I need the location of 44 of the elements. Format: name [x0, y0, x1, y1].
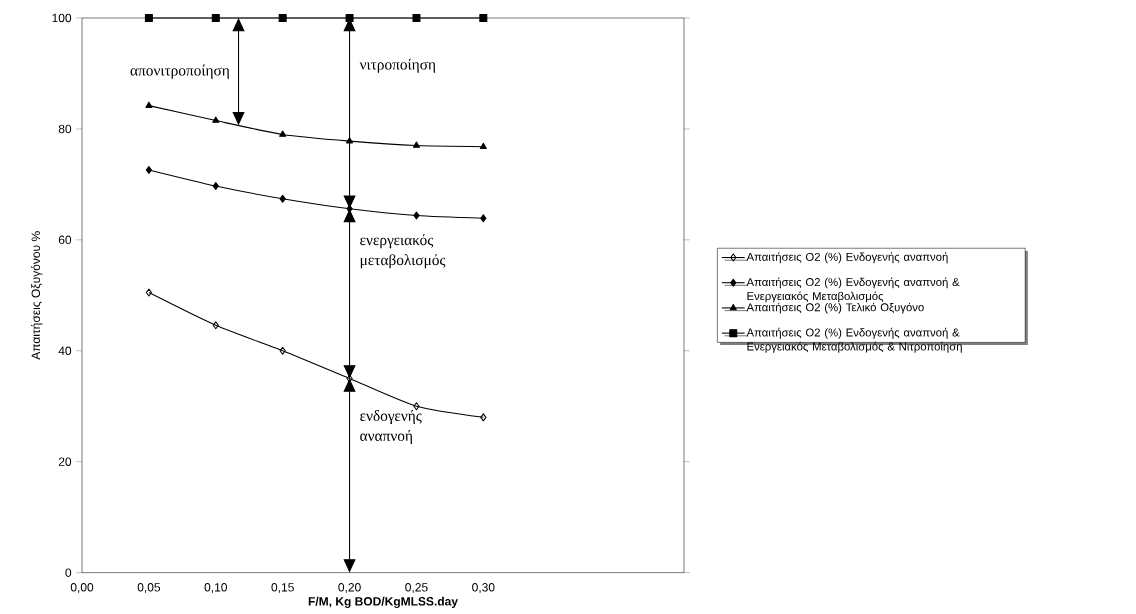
point [145, 288, 153, 297]
point [412, 141, 420, 148]
point [278, 13, 287, 22]
x-tick-label: 0,25 [405, 583, 428, 593]
annotation: ενεργειακός μεταβολισμός [360, 234, 446, 269]
point [412, 13, 421, 22]
point [345, 13, 354, 22]
point [480, 214, 487, 223]
x-tick-label: 0,30 [472, 583, 495, 593]
annotation: απονιτροποίηση [130, 64, 230, 79]
annotation: ενδογενής αναπνοή [360, 410, 422, 445]
point [212, 116, 220, 123]
legend-label: Απαιτήσεις Ο2 (%) Ενδογενής αναπνοή & Ενεργειακός Μεταβολισμός & Νιτροποίηση [746, 327, 962, 353]
point [212, 321, 219, 330]
y-tick-label: 0 [65, 568, 72, 577]
point [279, 130, 287, 137]
x-tick-label: 0,10 [204, 583, 227, 593]
point [346, 137, 354, 144]
x-tick-label: 0,20 [338, 583, 361, 593]
x-axis-title: F/M, Kg BOD/KgMLSS.day [308, 596, 458, 609]
legend-label: Απαιτήσεις Ο2 (%) Τελικό Οξυγόνο [746, 302, 924, 314]
legend-label: Απαιτήσεις Ο2 (%) Ενδογενής αναπνοή [746, 252, 948, 264]
point [145, 165, 153, 174]
point [279, 346, 286, 355]
point [413, 211, 420, 220]
point [480, 413, 487, 422]
point [279, 194, 286, 203]
point [144, 13, 153, 22]
annotation: νιτροποίηση [359, 58, 436, 73]
point [479, 142, 487, 149]
x-tick-label: 0,05 [137, 583, 161, 593]
y-tick-label: 40 [58, 346, 72, 356]
point [145, 101, 153, 108]
y-tick-label: 80 [58, 124, 72, 134]
x-tick-label: 0,00 [70, 583, 94, 593]
y-tick-label: 60 [58, 235, 72, 245]
point [211, 13, 220, 22]
y-tick-label: 20 [58, 457, 72, 466]
y-axis-title: Απαιτήσεις Οξυγόνου % [30, 231, 43, 360]
y-tick-label: 100 [52, 13, 72, 23]
x-tick-label: 0,15 [271, 583, 294, 593]
point [212, 182, 219, 191]
point [479, 13, 488, 22]
legend-label: Απαιτήσεις Ο2 (%) Ενδογενής αναπνοή & Ενεργειακός Μεταβολισμός [746, 277, 960, 303]
